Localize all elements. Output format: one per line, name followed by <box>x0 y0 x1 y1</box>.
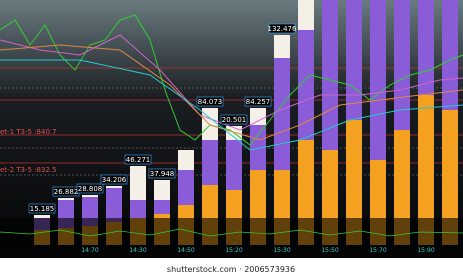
bar-mid <box>250 125 266 170</box>
bar-mid <box>370 0 386 160</box>
label-box <box>196 96 224 107</box>
bar-top <box>178 150 194 170</box>
bar-label: 34.206 <box>102 176 127 184</box>
bar-base <box>346 120 362 245</box>
level-label: et-1 T3-5 :840.7 <box>0 128 57 136</box>
bar-base <box>418 95 434 245</box>
bar-mid <box>154 200 170 214</box>
label-box <box>244 96 272 107</box>
oscillator <box>0 228 463 237</box>
bar-mid <box>346 0 362 120</box>
bar-label: 37.948 <box>150 170 175 178</box>
bar-top <box>82 195 98 197</box>
bar-mid <box>178 170 194 205</box>
bar-base <box>442 110 458 245</box>
bar-top <box>106 186 122 188</box>
time-label: 15:50 <box>321 247 338 254</box>
bar-label: 20.501 <box>222 116 247 124</box>
label-box <box>100 174 128 185</box>
bar-mid <box>418 0 434 95</box>
bar-mid <box>442 0 458 110</box>
bar-mid <box>226 140 242 190</box>
bar-top <box>34 215 50 218</box>
bar-top <box>202 108 218 140</box>
bar-label: 84.073 <box>198 98 223 106</box>
bar-label: 46.271 <box>126 156 151 164</box>
bar-top <box>250 108 266 125</box>
label-box <box>124 154 152 165</box>
bar-label: 84.257 <box>246 98 271 106</box>
time-label: 14:50 <box>177 247 194 254</box>
bar-label: 26.882 <box>54 188 79 196</box>
time-label: 14:70 <box>81 247 98 254</box>
bar-top <box>58 198 74 200</box>
level-label: et-2 T3-5 :832.5 <box>0 166 57 174</box>
price-lines <box>0 14 463 151</box>
watermark-bar <box>0 258 463 280</box>
bar-top <box>298 0 314 30</box>
bar-mid <box>106 188 122 222</box>
bar-top <box>154 180 170 200</box>
bar-label: 28.808 <box>78 185 103 193</box>
label-box <box>76 183 104 194</box>
time-label: 15:90 <box>417 247 434 254</box>
bar-mid <box>130 200 146 218</box>
bar-mid <box>202 140 218 185</box>
time-label: 15:20 <box>225 247 242 254</box>
bar-label: 15.185 <box>30 205 55 213</box>
bar-label: 132.476 <box>268 25 297 33</box>
bar-base <box>394 130 410 245</box>
bar-top <box>130 166 146 200</box>
watermark: shutterstock.com · 2006573936 <box>167 265 295 274</box>
bar-mid <box>298 30 314 140</box>
bar-mid <box>274 58 290 170</box>
bar-top <box>274 35 290 58</box>
label-box <box>148 168 176 179</box>
time-label: 15:70 <box>369 247 386 254</box>
label-box <box>268 23 296 34</box>
label-box <box>220 114 248 125</box>
time-label: 15:30 <box>273 247 290 254</box>
time-label: 14:30 <box>129 247 146 254</box>
label-box <box>28 203 56 214</box>
